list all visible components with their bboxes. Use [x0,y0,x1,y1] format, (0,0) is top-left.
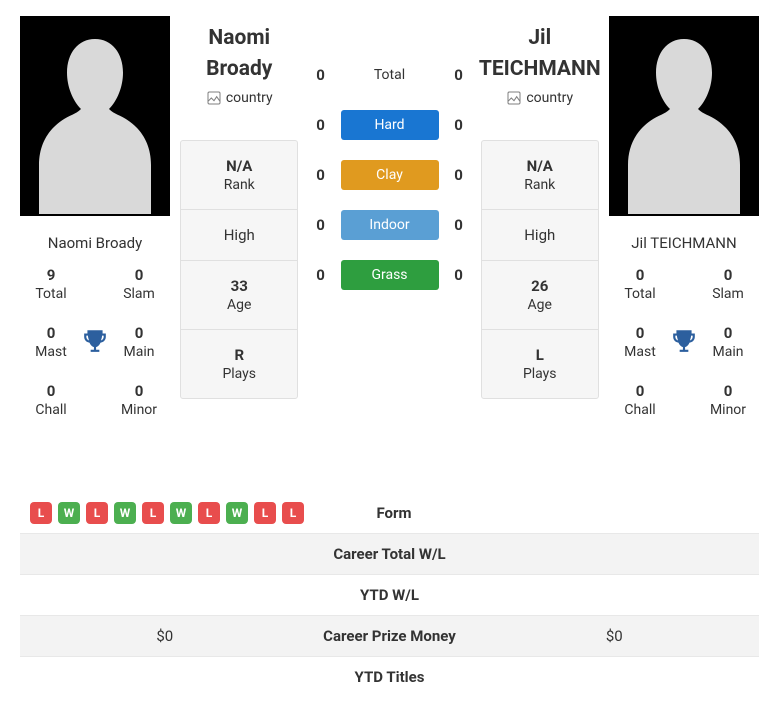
high-cell-left: High [181,210,297,261]
h2h-score-right: 0 [447,166,471,184]
rank-cell-right: N/A Rank [482,141,598,210]
trophy-icon [671,327,697,357]
trophy-icon [82,327,108,357]
stat-mast-right: 0 Mast [609,324,671,360]
bigname-left-first: Naomi [208,16,270,57]
h2h-score-right: 0 [447,216,471,234]
h2h-row: 0 Hard 0 [309,110,471,140]
stat-slam-right: 0 Slam [697,266,759,302]
stat-chall-right: 0 Chall [609,382,671,418]
stat-total-right: 0 Total [609,266,671,302]
country-flag-right: country [506,88,573,116]
player-stat-grid-left: 9 Total 0 Slam 0 Mast 0 Main [20,266,170,418]
country-alt-right: country [526,90,573,106]
player-stats-right: Jil TEICHMANN 0 Total 0 Slam 0 Mast [609,216,759,468]
h2h-surface-pill[interactable]: Hard [341,110,439,140]
h2h-row: 0 Grass 0 [309,260,471,290]
h2h-score-right: 0 [447,66,471,84]
player-stat-grid-right: 0 Total 0 Slam 0 Mast 0 Main [609,266,759,418]
row-label-ytd-wl: YTD W/L [300,586,480,604]
stat-total-left: 9 Total [20,266,82,302]
stat-chall-left: 0 Chall [20,382,82,418]
row-career-prize-money: $0 Career Prize Money $0 [20,615,759,656]
h2h-score-left: 0 [309,266,333,284]
bigname-right-first: Jil [528,16,551,57]
h2h-score-left: 0 [309,216,333,234]
stat-slam-left: 0 Slam [108,266,170,302]
form-chip[interactable]: L [254,502,276,524]
broken-image-icon [506,90,522,106]
stat-minor-right: 0 Minor [697,382,759,418]
player-card-left: Naomi Broady 9 Total 0 Slam 0 Mast [20,16,170,468]
rank-cell-left: N/A Rank [181,141,297,210]
h2h-score-left: 0 [309,166,333,184]
plays-cell-right: L Plays [482,330,598,398]
row-ytd-titles: YTD Titles [20,656,759,697]
age-cell-right: 26 Age [482,261,598,330]
bigname-right-last: TEICHMANN [479,57,601,88]
bigname-left-last: Broady [206,57,272,88]
stat-main-right: 0 Main [697,324,759,360]
h2h-row: 0 Indoor 0 [309,210,471,240]
row-form: LWLWLWLWLL Form [20,492,759,533]
row-label-career-prize-money: Career Prize Money [300,627,480,645]
form-chip[interactable]: W [114,502,136,524]
h2h-score-right: 0 [447,116,471,134]
broken-image-icon [206,90,222,106]
bottom-comparison-rows: LWLWLWLWLL Form Career Total W/L YTD W/L… [20,492,759,697]
player-photo-left [20,16,170,216]
prize-money-right: $0 [606,627,623,645]
player-card-right: Jil TEICHMANN 0 Total 0 Slam 0 Mast [609,16,759,468]
form-chip[interactable]: W [170,502,192,524]
avatar-silhouette-icon [25,16,165,216]
h2h-surface-pill[interactable]: Clay [341,160,439,190]
country-alt-left: country [226,90,273,106]
stat-mast-left: 0 Mast [20,324,82,360]
info-card-left: Naomi Broady country N/A Rank High 33 Ag… [180,16,298,468]
row-ytd-wl: YTD W/L [20,574,759,615]
rank-box-right: N/A Rank High 26 Age L Plays [481,140,599,399]
h2h-column: 0 Total 0 0 Hard 0 0 Clay 0 0 Indoor 0 0 Grass 0 [309,16,471,468]
h2h-score-left: 0 [309,116,333,134]
row-label-career-total-wl: Career Total W/L [300,545,480,563]
info-card-right: Jil TEICHMANN country N/A Rank High 26 A… [481,16,599,468]
country-flag-left: country [206,88,273,116]
row-career-total-wl: Career Total W/L [20,533,759,574]
form-chip[interactable]: L [198,502,220,524]
form-chip[interactable]: L [282,502,304,524]
plays-cell-left: R Plays [181,330,297,398]
h2h-score-right: 0 [447,266,471,284]
row-label-ytd-titles: YTD Titles [300,668,480,686]
row-label-form: Form [304,504,484,522]
prize-money-left: $0 [156,627,173,645]
h2h-surface-pill[interactable]: Indoor [341,210,439,240]
form-chip[interactable]: W [58,502,80,524]
top-row: Naomi Broady 9 Total 0 Slam 0 Mast [20,16,759,468]
rank-box-left: N/A Rank High 33 Age R Plays [180,140,298,399]
form-chips-left: LWLWLWLWLL [30,502,304,524]
player-name-left[interactable]: Naomi Broady [44,226,147,266]
age-cell-left: 33 Age [181,261,297,330]
form-chip[interactable]: L [30,502,52,524]
player-stats-left: Naomi Broady 9 Total 0 Slam 0 Mast [20,216,170,468]
h2h-surface-pill: Total [341,60,439,90]
stat-main-left: 0 Main [108,324,170,360]
h2h-row: 0 Total 0 [309,60,471,90]
h2h-surface-pill[interactable]: Grass [341,260,439,290]
high-cell-right: High [482,210,598,261]
form-chip[interactable]: W [226,502,248,524]
form-chip[interactable]: L [86,502,108,524]
h2h-score-left: 0 [309,66,333,84]
player-photo-right [609,16,759,216]
h2h-row: 0 Clay 0 [309,160,471,190]
player-name-right[interactable]: Jil TEICHMANN [627,226,740,266]
form-chip[interactable]: L [142,502,164,524]
stat-minor-left: 0 Minor [108,382,170,418]
avatar-silhouette-icon [614,16,754,216]
